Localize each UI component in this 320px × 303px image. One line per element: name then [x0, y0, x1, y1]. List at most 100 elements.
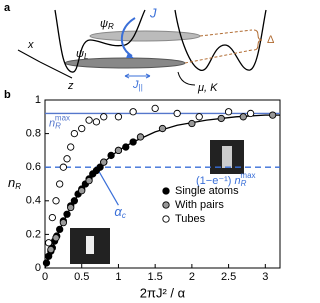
legend-marker — [162, 201, 170, 209]
data-point — [56, 225, 64, 234]
left-well — [54, 9, 146, 73]
data-point — [63, 210, 71, 218]
annotation: nRmax — [49, 114, 70, 131]
x-tick-label: 2 — [189, 271, 195, 283]
legend-label: Single atoms — [175, 185, 239, 197]
jpar-arrow — [124, 73, 151, 79]
right-well — [174, 9, 267, 71]
inset-spot — [86, 236, 94, 254]
plot-frame — [44, 99, 281, 269]
legend-marker — [162, 215, 170, 223]
symbol: α — [114, 205, 122, 220]
J-label: J — [149, 5, 157, 20]
data-point — [188, 119, 196, 128]
panel-label: a — [4, 2, 11, 14]
y-tick-label: 0.2 — [26, 228, 41, 240]
z-label: z — [67, 80, 74, 92]
y-tick-label: 0.4 — [26, 195, 41, 207]
prefix: (1−e⁻¹) — [196, 175, 235, 187]
x-tick-label: 0.5 — [74, 271, 89, 283]
sub: R — [55, 122, 61, 131]
data-point — [239, 113, 247, 121]
symbol: n — [235, 175, 241, 187]
data-point — [59, 218, 68, 227]
symbol: J — [132, 79, 139, 91]
symbol: ψ — [76, 48, 84, 60]
data-point — [78, 124, 86, 133]
x-label: x — [27, 39, 34, 51]
mu-arrow — [177, 71, 196, 86]
data-point — [48, 213, 56, 222]
x-tick-label: 3 — [262, 271, 268, 283]
data-point — [224, 108, 233, 116]
jpar-label: J|| — [132, 79, 143, 92]
x-tick-label: 1.5 — [148, 271, 163, 283]
data-point — [92, 118, 101, 126]
inset-spot — [222, 146, 232, 168]
data-point — [59, 163, 68, 171]
axis-z — [39, 61, 73, 79]
delta-label: Δ — [267, 34, 275, 46]
x-axis-label: 2πJ² / α — [140, 285, 186, 300]
brace — [253, 29, 263, 51]
data-point — [42, 259, 51, 267]
data-point — [129, 108, 137, 116]
sub: R — [108, 22, 114, 31]
data-point — [129, 138, 137, 146]
sub: R — [241, 179, 247, 188]
annotation: αc — [114, 205, 125, 221]
panel-a: a x z J J|| μ, K ψR ψL Δ — [4, 2, 275, 94]
data-point — [136, 133, 145, 141]
data-point — [85, 176, 93, 185]
legend-marker — [162, 187, 170, 195]
data-point — [151, 104, 159, 113]
data-point — [85, 116, 93, 124]
figure: a x z J J|| μ, K ψR ψL Δ b 0 0.5 1 1.5 2 2.5 3… — [4, 2, 281, 300]
data-point — [217, 114, 225, 123]
y-tick-label: 0.8 — [26, 128, 41, 140]
data-point — [67, 143, 75, 151]
alpha-arrow — [98, 171, 119, 206]
data-point — [269, 111, 277, 119]
data-point — [96, 163, 104, 171]
panel-label: b — [4, 89, 11, 101]
data-point — [63, 155, 71, 163]
data-point — [70, 129, 79, 138]
axis-x — [17, 49, 41, 63]
y-tick-label: 0.6 — [26, 161, 41, 173]
data-point — [107, 151, 115, 160]
y-tick-label: 0 — [35, 262, 41, 274]
psiL: ψL — [76, 48, 88, 61]
data-point — [114, 146, 123, 155]
symbol: n — [8, 175, 15, 190]
data-point — [56, 180, 64, 188]
psiR: ψR — [100, 18, 114, 31]
sub: c — [122, 211, 126, 220]
symbol: n — [49, 117, 55, 129]
sup: max — [55, 114, 70, 123]
data-point — [246, 109, 255, 118]
delta-lines — [184, 29, 253, 64]
data-point — [47, 245, 55, 254]
data-point — [114, 113, 123, 121]
upper-tube — [89, 30, 201, 42]
data-point — [67, 203, 75, 212]
data-point — [122, 143, 130, 151]
legend-label: With pairs — [175, 199, 224, 211]
sub: L — [84, 52, 88, 61]
sub: || — [139, 83, 143, 92]
x-tick-label: 1 — [115, 271, 121, 283]
sup: max — [240, 171, 255, 180]
y-tick-label: 1 — [35, 94, 41, 106]
data-point — [45, 239, 53, 247]
data-point — [158, 124, 167, 133]
data-point — [100, 158, 108, 166]
data-point — [52, 234, 60, 242]
annotation: (1−e⁻¹) nRmax — [196, 171, 256, 188]
arrowhead — [126, 53, 134, 58]
data-point — [52, 197, 60, 205]
x-tick-label: 2.5 — [221, 271, 236, 283]
data-point — [173, 109, 181, 118]
tunnel-arrow — [120, 17, 136, 57]
